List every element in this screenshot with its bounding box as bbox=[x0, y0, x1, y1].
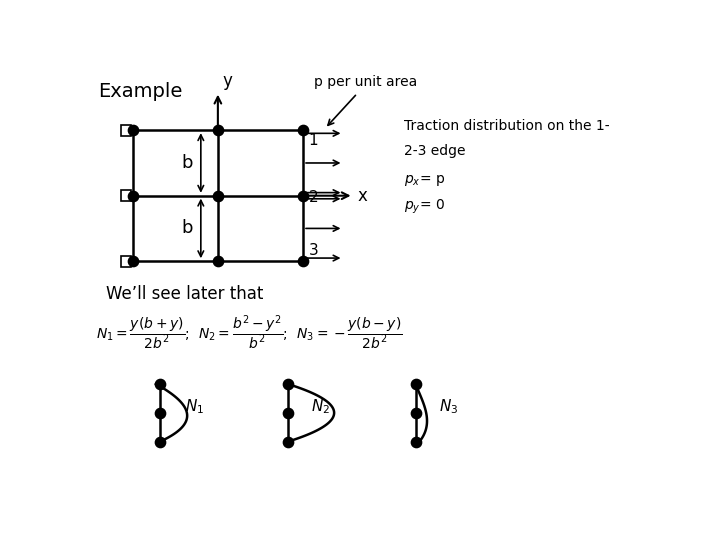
Point bbox=[127, 257, 138, 266]
Point bbox=[212, 126, 224, 134]
Text: $N_1$: $N_1$ bbox=[184, 397, 204, 416]
Text: b: b bbox=[181, 154, 193, 172]
Text: 3: 3 bbox=[309, 243, 318, 258]
Point bbox=[297, 191, 309, 200]
Point bbox=[410, 380, 421, 388]
Text: p per unit area: p per unit area bbox=[313, 75, 417, 89]
Bar bbox=[121, 125, 131, 136]
Point bbox=[282, 409, 293, 417]
Text: 1: 1 bbox=[309, 133, 318, 148]
Point bbox=[154, 409, 166, 417]
Text: We’ll see later that: We’ll see later that bbox=[106, 285, 263, 303]
Text: $p_y$= 0: $p_y$= 0 bbox=[404, 198, 445, 217]
Text: x: x bbox=[357, 187, 367, 205]
Point bbox=[282, 437, 293, 446]
Point bbox=[410, 437, 421, 446]
Point bbox=[297, 126, 309, 134]
Point bbox=[410, 409, 421, 417]
Text: $N_1 = \dfrac{y(b+y)}{2b^2}$;  $N_2 = \dfrac{b^2-y^2}{b^2}$;  $N_3 = -\dfrac{y(b: $N_1 = \dfrac{y(b+y)}{2b^2}$; $N_2 = \df… bbox=[96, 314, 402, 352]
Text: Example: Example bbox=[98, 82, 182, 102]
Point bbox=[127, 191, 138, 200]
Bar bbox=[121, 190, 131, 201]
Text: b: b bbox=[181, 219, 193, 238]
Bar bbox=[121, 256, 131, 267]
Text: $N_3$: $N_3$ bbox=[438, 397, 458, 416]
Point bbox=[127, 126, 138, 134]
Text: $N_2$: $N_2$ bbox=[311, 397, 330, 416]
Point bbox=[282, 380, 293, 388]
Text: 2: 2 bbox=[309, 190, 318, 205]
Point bbox=[297, 257, 309, 266]
Point bbox=[212, 191, 224, 200]
Text: $p_x$= p: $p_x$= p bbox=[404, 173, 445, 188]
Point bbox=[154, 380, 166, 388]
Text: Traction distribution on the 1-: Traction distribution on the 1- bbox=[404, 119, 610, 133]
Point bbox=[154, 437, 166, 446]
Point bbox=[212, 257, 224, 266]
Text: y: y bbox=[222, 72, 233, 90]
Text: 2-3 edge: 2-3 edge bbox=[404, 144, 465, 158]
